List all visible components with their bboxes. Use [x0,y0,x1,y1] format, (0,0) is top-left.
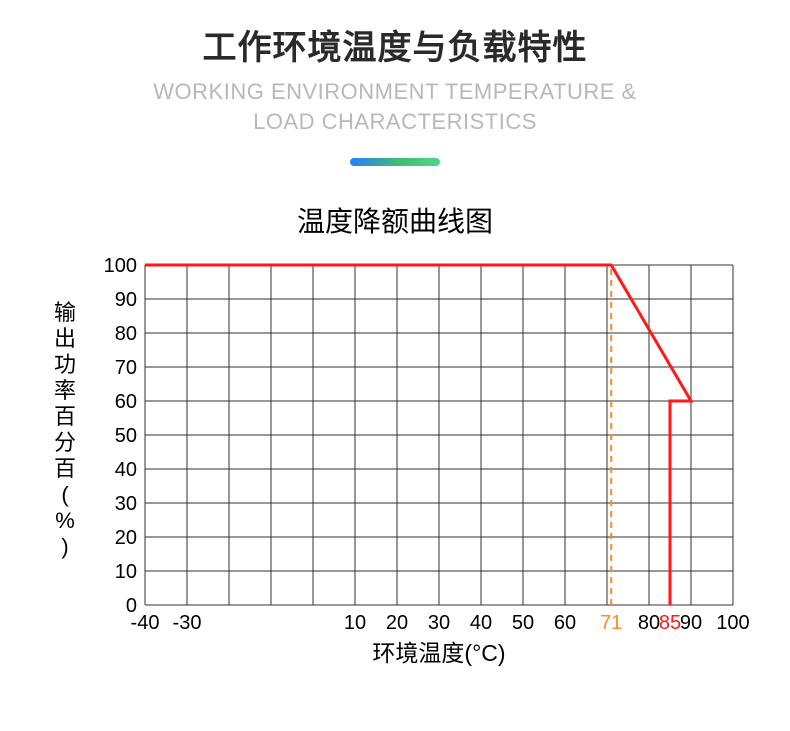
chart-svg: 0102030405060708090100-40-30102030405060… [35,250,755,690]
svg-text:20: 20 [115,527,137,549]
sub-title-line2: LOAD CHARACTERISTICS [253,109,537,134]
svg-text:-30: -30 [173,612,202,634]
svg-text:10: 10 [344,612,366,634]
derating-chart: 0102030405060708090100-40-30102030405060… [35,250,755,690]
svg-text:40: 40 [470,612,492,634]
main-title: 工作环境温度与负载特性 [203,20,588,69]
svg-text:50: 50 [115,425,137,447]
svg-text:输出功率百分百(%): 输出功率百分百(%) [54,300,76,559]
svg-text:85: 85 [659,612,681,634]
chart-title: 温度降额曲线图 [297,200,493,240]
svg-text:80: 80 [115,323,137,345]
sub-title: WORKING ENVIRONMENT TEMPERATURE & LOAD C… [153,77,636,136]
accent-bar [350,158,440,166]
svg-text:60: 60 [115,391,137,413]
svg-text:环境温度(°C): 环境温度(°C) [372,640,505,666]
sub-title-line1: WORKING ENVIRONMENT TEMPERATURE & [153,79,636,104]
svg-text:50: 50 [512,612,534,634]
svg-text:90: 90 [680,612,702,634]
svg-text:-40: -40 [131,612,160,634]
svg-text:20: 20 [386,612,408,634]
svg-text:71: 71 [600,612,622,634]
svg-text:60: 60 [554,612,576,634]
svg-text:80: 80 [638,612,660,634]
svg-text:100: 100 [104,255,137,277]
svg-text:40: 40 [115,459,137,481]
svg-text:70: 70 [115,357,137,379]
svg-text:10: 10 [115,561,137,583]
svg-text:30: 30 [115,493,137,515]
svg-text:100: 100 [716,612,749,634]
svg-text:30: 30 [428,612,450,634]
svg-text:90: 90 [115,289,137,311]
